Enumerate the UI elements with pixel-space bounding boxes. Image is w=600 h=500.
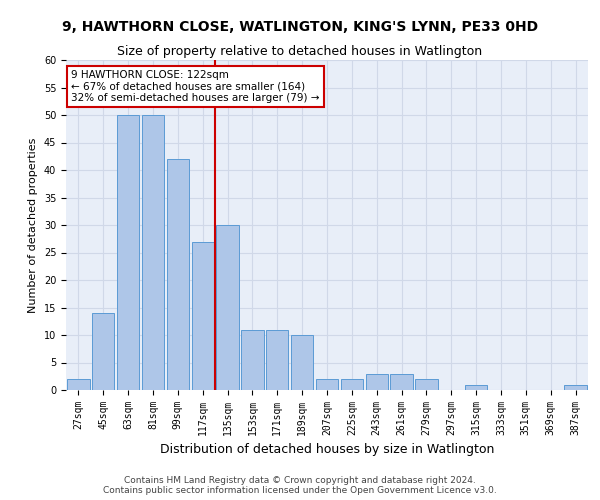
X-axis label: Distribution of detached houses by size in Watlington: Distribution of detached houses by size …	[160, 444, 494, 456]
Bar	[266, 330, 289, 390]
Bar	[191, 242, 214, 390]
Text: Size of property relative to detached houses in Watlington: Size of property relative to detached ho…	[118, 45, 482, 58]
Bar	[565, 384, 587, 390]
Bar	[341, 379, 363, 390]
Text: 9, HAWTHORN CLOSE, WATLINGTON, KING'S LYNN, PE33 0HD: 9, HAWTHORN CLOSE, WATLINGTON, KING'S LY…	[62, 20, 538, 34]
Bar	[92, 313, 115, 390]
Bar	[391, 374, 413, 390]
Bar	[117, 115, 139, 390]
Bar	[241, 330, 263, 390]
Bar	[67, 379, 89, 390]
Bar	[316, 379, 338, 390]
Bar	[465, 384, 487, 390]
Bar	[291, 335, 313, 390]
Bar	[217, 225, 239, 390]
Bar	[142, 115, 164, 390]
Bar	[415, 379, 437, 390]
Y-axis label: Number of detached properties: Number of detached properties	[28, 138, 38, 312]
Bar	[365, 374, 388, 390]
Text: 9 HAWTHORN CLOSE: 122sqm
← 67% of detached houses are smaller (164)
32% of semi-: 9 HAWTHORN CLOSE: 122sqm ← 67% of detach…	[71, 70, 320, 103]
Bar	[167, 159, 189, 390]
Text: Contains HM Land Registry data © Crown copyright and database right 2024.
Contai: Contains HM Land Registry data © Crown c…	[103, 476, 497, 495]
